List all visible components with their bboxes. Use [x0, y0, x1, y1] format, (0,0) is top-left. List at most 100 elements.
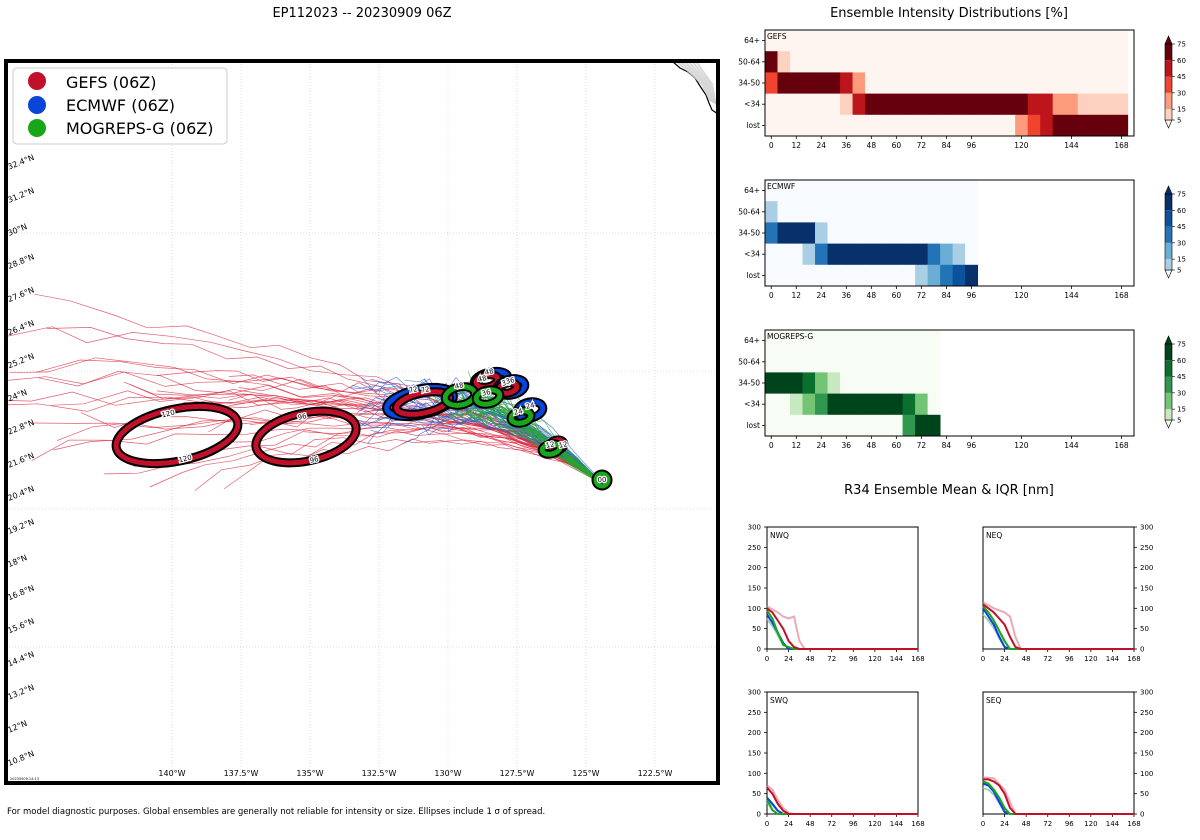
r34-x-tick-label: 24 [784, 820, 793, 828]
heatmap-cell [840, 393, 853, 416]
r34-y-tick-label: 50 [1140, 625, 1149, 633]
hour-tick-label: 144 [1064, 441, 1079, 450]
forecast-hour-label: 24 [513, 407, 524, 417]
heatmap-cell [815, 114, 828, 137]
legend-item-mogreps: MOGREPS-G (06Z) [28, 119, 213, 138]
heatmap-cell [852, 264, 866, 287]
r34-y-tick-label: 50 [752, 790, 761, 798]
heatmap-cell [1002, 93, 1016, 116]
heatmap-cell [802, 414, 816, 437]
heatmap-cell [1077, 51, 1091, 73]
r34-x-tick-label: 24 [1000, 655, 1009, 663]
r34-quadrant-label: NWQ [770, 531, 789, 540]
heatmap-cell [1115, 51, 1129, 73]
r34-y-tick-label: 300 [1140, 689, 1153, 697]
heatmap-cell [865, 264, 878, 287]
forecast-hour-label: 96 [297, 412, 308, 422]
gefs-mean-line [766, 786, 918, 815]
r34-y-tick-label: 150 [1140, 585, 1153, 593]
heatmap-cell [927, 180, 941, 202]
r34-x-tick-label: 48 [1022, 655, 1031, 663]
r34-y-tick-label: 250 [1140, 544, 1153, 552]
heatmap-cell [965, 30, 979, 52]
lon-label: 125°W [572, 769, 599, 778]
colorbar-tick-label: 5 [1177, 117, 1181, 125]
mogreps-member-track [454, 411, 603, 485]
forecast-hour-label: 00 [598, 476, 607, 484]
ecmwf-member-track [429, 376, 603, 485]
hour-tick-label: 0 [769, 141, 774, 150]
heatmap-cell [1040, 93, 1054, 116]
heatmap-cell [790, 30, 803, 52]
heatmap-cell [915, 72, 929, 94]
hour-tick-label: 120 [1014, 291, 1029, 300]
heatmap-cell [940, 30, 954, 52]
legend-item-ecmwf: ECMWF (06Z) [28, 96, 175, 115]
heatmap-cell [990, 30, 1004, 52]
heatmap-cell [965, 222, 979, 244]
gefs-iqr-line [982, 601, 1022, 650]
colorbar-tick-label: 15 [1177, 106, 1186, 114]
heatmap-cell [827, 351, 841, 373]
heatmap-cell [852, 201, 866, 223]
hour-tick-label: 72 [917, 291, 927, 300]
r34-quadrant-label: SEQ [986, 696, 1001, 705]
heatmap-cell [777, 330, 791, 352]
hour-tick-label: 36 [842, 441, 852, 450]
hour-tick-label: 60 [892, 441, 902, 450]
heatmap-cell [865, 30, 878, 52]
heatmap-cell [965, 51, 979, 73]
spread-ellipses [111, 366, 613, 491]
heatmap-cell [1015, 72, 1029, 94]
heatmap-cell [1102, 30, 1116, 52]
heatmap-cell [940, 201, 954, 223]
heatmap-cell [827, 372, 841, 394]
gefs-ellipse-96h [251, 406, 361, 468]
colorbar-segment [1165, 376, 1172, 393]
r34-x-tick-label: 48 [1022, 820, 1031, 828]
heatmap-cell [790, 264, 803, 287]
heatmap-cell [802, 201, 816, 223]
r34-x-tick-label: 120 [1084, 655, 1097, 663]
row-label: 64+ [744, 36, 760, 45]
heatmap-cell [840, 330, 853, 352]
heatmap-cell [777, 414, 791, 437]
forecast-hour-label: 72 [420, 385, 430, 395]
colorbar-extend-high [1164, 335, 1173, 345]
heatmap-cell [890, 264, 903, 287]
heatmap-cell [802, 393, 816, 416]
heatmap-cell [952, 264, 966, 287]
heatmap-cell [1115, 93, 1129, 116]
r34-y-tick-label: 300 [748, 524, 761, 532]
heatmap-cell [852, 372, 866, 394]
heatmap-cell [1065, 30, 1079, 52]
colorbar-ecmwf: 75 60 45 30 15 5 [1164, 185, 1186, 279]
r34-y-tick-label: 200 [748, 564, 761, 572]
r34-panel-swq: SWQ 300 250 200 150 100 50 00 24 48 72 96 120 144 168 [748, 689, 925, 829]
heatmap-model-label: MOGREPS-G [767, 332, 813, 341]
heatmap-cell [877, 222, 891, 244]
hour-tick-label: 0 [769, 441, 774, 450]
heatmap-cell [977, 114, 991, 137]
latitude-labels: 32.4°N31.2°N30°N28.8°N27.6°N26.4°N25.2°N… [6, 153, 35, 768]
heatmap-cell [827, 51, 841, 73]
heatmap-cell [777, 222, 791, 244]
colorbar-extend-low [1164, 419, 1173, 429]
heatmap-cell [840, 201, 853, 223]
r34-x-tick-label: 0 [765, 820, 769, 828]
heatmap-cell [952, 30, 966, 52]
footnote: For model diagnostic purposes. Global en… [7, 807, 545, 817]
r34-quadrant-label: NEQ [986, 531, 1002, 540]
heatmap-cell [990, 72, 1004, 94]
hour-tick-label: 96 [967, 291, 977, 300]
heatmap-cell [877, 351, 891, 373]
r34-y-tick-label: 100 [1140, 770, 1153, 778]
heatmap-cell [940, 180, 954, 202]
heatmap-cell [765, 372, 778, 394]
hour-tick-label: 24 [817, 441, 827, 450]
heatmap-cell [865, 180, 878, 202]
heatmap-cell [852, 222, 866, 244]
heatmap-cell [815, 51, 828, 73]
lon-label: 130°W [434, 769, 461, 778]
